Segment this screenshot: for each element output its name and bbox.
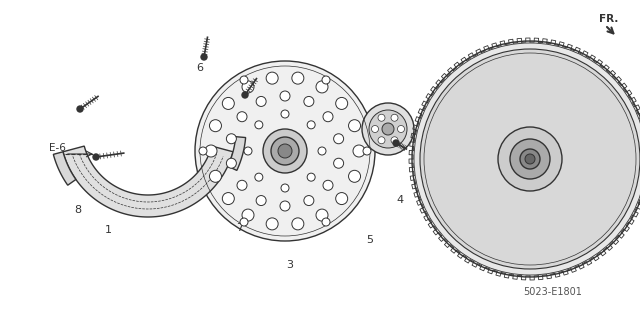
Text: 3: 3 xyxy=(287,260,294,270)
Ellipse shape xyxy=(322,76,330,84)
Ellipse shape xyxy=(391,137,398,144)
Ellipse shape xyxy=(209,170,221,182)
Ellipse shape xyxy=(378,137,385,144)
Text: 8: 8 xyxy=(74,205,81,215)
Ellipse shape xyxy=(222,193,234,204)
Ellipse shape xyxy=(498,127,562,191)
Ellipse shape xyxy=(304,196,314,205)
Ellipse shape xyxy=(244,147,252,155)
Ellipse shape xyxy=(520,149,540,169)
Ellipse shape xyxy=(307,173,315,181)
Ellipse shape xyxy=(263,129,307,173)
Text: 5: 5 xyxy=(367,235,374,245)
Circle shape xyxy=(242,92,248,98)
Text: 6: 6 xyxy=(196,63,204,73)
Polygon shape xyxy=(53,152,76,185)
Text: 7: 7 xyxy=(236,223,244,233)
Text: 1: 1 xyxy=(104,225,111,235)
Ellipse shape xyxy=(323,112,333,122)
Ellipse shape xyxy=(266,218,278,230)
Ellipse shape xyxy=(322,218,330,226)
Polygon shape xyxy=(228,137,246,170)
Ellipse shape xyxy=(242,209,254,221)
Ellipse shape xyxy=(222,97,234,109)
Circle shape xyxy=(393,140,399,146)
Text: 5023-E1801: 5023-E1801 xyxy=(524,287,582,297)
Ellipse shape xyxy=(227,158,236,168)
Ellipse shape xyxy=(271,137,299,165)
Ellipse shape xyxy=(281,110,289,118)
Ellipse shape xyxy=(255,173,263,181)
Ellipse shape xyxy=(362,103,414,155)
Ellipse shape xyxy=(382,123,394,135)
Ellipse shape xyxy=(378,114,385,121)
Ellipse shape xyxy=(209,120,221,132)
Ellipse shape xyxy=(266,72,278,84)
Ellipse shape xyxy=(292,72,304,84)
Ellipse shape xyxy=(278,144,292,158)
Ellipse shape xyxy=(307,121,315,129)
Ellipse shape xyxy=(420,49,640,269)
Ellipse shape xyxy=(318,147,326,155)
Ellipse shape xyxy=(336,97,348,109)
Ellipse shape xyxy=(371,125,378,132)
Text: E-6: E-6 xyxy=(49,143,65,153)
Ellipse shape xyxy=(237,112,247,122)
Ellipse shape xyxy=(349,120,360,132)
Ellipse shape xyxy=(292,218,304,230)
Ellipse shape xyxy=(281,184,289,192)
Ellipse shape xyxy=(205,145,217,157)
Circle shape xyxy=(412,41,640,277)
Ellipse shape xyxy=(255,121,263,129)
Circle shape xyxy=(77,106,83,112)
Ellipse shape xyxy=(195,61,375,241)
Ellipse shape xyxy=(304,96,314,107)
Text: 2: 2 xyxy=(527,140,534,150)
Text: FR.: FR. xyxy=(599,14,618,24)
Ellipse shape xyxy=(369,110,407,148)
Text: 4: 4 xyxy=(396,195,404,205)
Ellipse shape xyxy=(316,81,328,93)
Ellipse shape xyxy=(333,158,344,168)
Ellipse shape xyxy=(353,145,365,157)
Ellipse shape xyxy=(280,91,290,101)
Ellipse shape xyxy=(363,147,371,155)
Ellipse shape xyxy=(256,196,266,205)
Ellipse shape xyxy=(256,96,266,107)
Ellipse shape xyxy=(240,76,248,84)
Ellipse shape xyxy=(525,154,535,164)
Ellipse shape xyxy=(199,147,207,155)
Ellipse shape xyxy=(227,134,236,144)
Circle shape xyxy=(201,54,207,60)
Ellipse shape xyxy=(323,180,333,190)
Circle shape xyxy=(93,154,99,160)
Ellipse shape xyxy=(510,139,550,179)
Ellipse shape xyxy=(237,180,247,190)
Ellipse shape xyxy=(391,114,398,121)
Ellipse shape xyxy=(349,170,360,182)
Ellipse shape xyxy=(242,81,254,93)
Ellipse shape xyxy=(333,134,344,144)
Ellipse shape xyxy=(336,193,348,204)
Ellipse shape xyxy=(240,218,248,226)
Ellipse shape xyxy=(280,201,290,211)
Polygon shape xyxy=(63,146,233,217)
Ellipse shape xyxy=(397,125,404,132)
Ellipse shape xyxy=(316,209,328,221)
